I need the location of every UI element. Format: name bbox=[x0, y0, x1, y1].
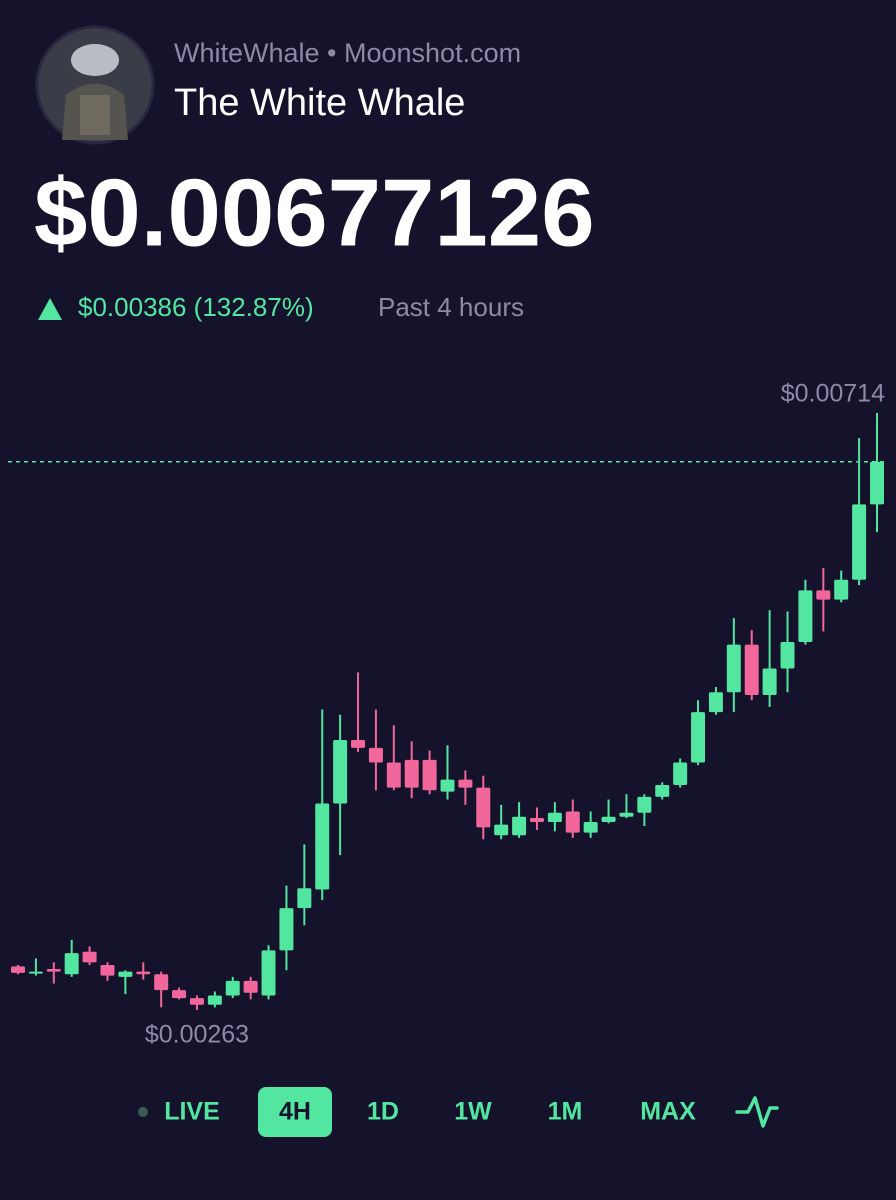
price: $0.00677126 bbox=[34, 159, 595, 266]
candle-body bbox=[619, 812, 634, 817]
candle-body bbox=[655, 784, 670, 797]
candle-body bbox=[404, 759, 419, 788]
candle-body bbox=[225, 980, 240, 996]
candle-body bbox=[82, 951, 97, 963]
candle-body bbox=[601, 816, 616, 823]
tab-live[interactable]: LIVE bbox=[164, 1098, 220, 1126]
candle-body bbox=[11, 966, 25, 973]
max-label: $0.00714 bbox=[781, 380, 885, 408]
candle-body bbox=[744, 644, 759, 695]
candle-body bbox=[458, 779, 473, 788]
candle-body bbox=[583, 822, 598, 833]
candle-body bbox=[351, 739, 366, 748]
candle-body bbox=[207, 995, 222, 1005]
candle-body bbox=[172, 990, 187, 999]
candle-body bbox=[422, 759, 437, 791]
candle-body bbox=[691, 712, 706, 763]
period: Past 4 hours bbox=[378, 292, 524, 322]
candle-body bbox=[673, 762, 688, 785]
tab-selected-bg bbox=[258, 1087, 332, 1137]
candle-body bbox=[870, 461, 884, 505]
candle-body bbox=[189, 998, 204, 1005]
candle-body bbox=[798, 590, 813, 643]
candle-body bbox=[440, 779, 455, 792]
candle-body bbox=[512, 816, 527, 836]
candle-body bbox=[726, 644, 741, 693]
candle-body bbox=[261, 950, 276, 996]
candle-body bbox=[333, 739, 348, 804]
tab[interactable]: 4H bbox=[279, 1098, 311, 1126]
tab[interactable]: 1D bbox=[367, 1098, 399, 1126]
candle-body bbox=[28, 971, 43, 974]
candle-body bbox=[547, 812, 562, 823]
candle-body bbox=[476, 787, 491, 828]
candle-body bbox=[368, 747, 383, 763]
tab[interactable]: MAX bbox=[640, 1098, 696, 1126]
candle-body bbox=[386, 762, 401, 788]
candle-body bbox=[637, 796, 652, 813]
candle-body bbox=[494, 824, 509, 836]
avatar bbox=[35, 25, 155, 145]
candle-body bbox=[100, 964, 115, 976]
candle-body bbox=[46, 968, 61, 972]
source: WhiteWhale • Moonshot.com bbox=[174, 38, 521, 68]
candle-body bbox=[780, 642, 795, 669]
candle-body bbox=[243, 980, 258, 993]
candle-body bbox=[762, 668, 777, 695]
candle-body bbox=[136, 971, 151, 975]
candle-body bbox=[154, 974, 169, 991]
min-label: $0.00263 bbox=[145, 1021, 249, 1049]
candle-body bbox=[816, 590, 831, 600]
candle-body bbox=[297, 888, 312, 909]
candle-body bbox=[279, 908, 294, 951]
candle-body bbox=[708, 692, 723, 713]
candle-body bbox=[852, 504, 867, 580]
candle-body bbox=[315, 803, 330, 890]
candle-body bbox=[565, 811, 580, 833]
tab[interactable]: 1W bbox=[454, 1098, 492, 1126]
up-triangle bbox=[38, 298, 62, 320]
chart-mode-icon[interactable] bbox=[735, 1096, 779, 1128]
tabs: 4H 1D 1W 1M MAX bbox=[258, 1087, 696, 1137]
live-dot bbox=[138, 1107, 148, 1117]
candle-chart: $0.00714 $0.00263 bbox=[8, 380, 888, 1049]
token-name: The White Whale bbox=[174, 82, 465, 124]
candle-body bbox=[118, 971, 133, 977]
candle-body bbox=[64, 953, 79, 975]
tab[interactable]: 1M bbox=[548, 1098, 583, 1126]
candle-body bbox=[834, 579, 849, 600]
candle-body bbox=[529, 818, 544, 823]
change: $0.00386 (132.87%) bbox=[78, 292, 314, 322]
